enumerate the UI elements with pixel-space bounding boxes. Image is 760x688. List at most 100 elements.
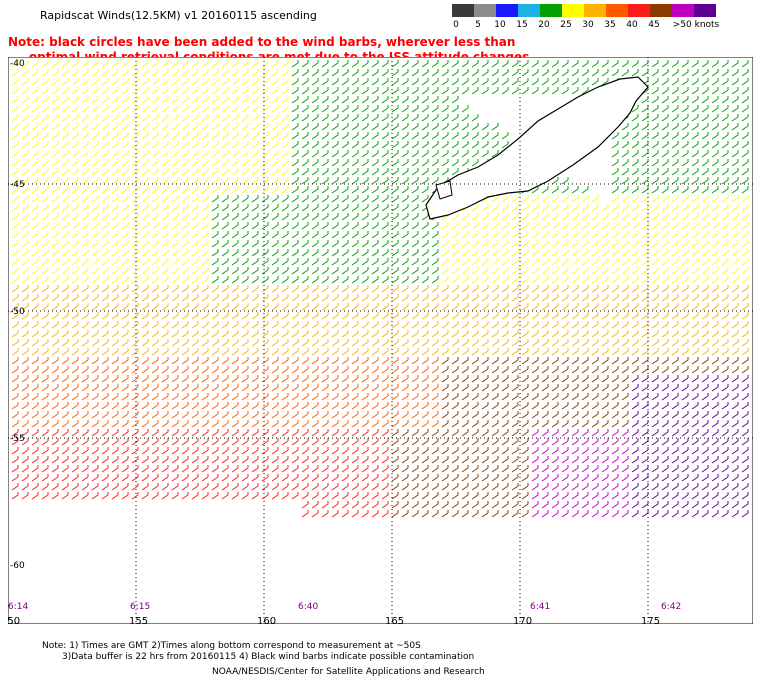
wind-barb	[261, 132, 269, 140]
colorbar-swatch	[650, 4, 672, 17]
wind-barb	[571, 348, 579, 356]
wind-barb	[321, 78, 329, 86]
wind-barb	[221, 393, 229, 401]
wind-barb	[151, 132, 159, 140]
wind-barb	[391, 231, 399, 239]
wind-barb	[721, 420, 729, 428]
wind-barb	[41, 375, 49, 383]
wind-barb	[481, 132, 489, 140]
wind-barb	[111, 402, 119, 410]
wind-barb	[331, 447, 339, 455]
wind-barb	[41, 429, 49, 437]
wind-barb	[421, 285, 429, 293]
wind-barb	[281, 402, 289, 410]
wind-barb	[211, 366, 219, 374]
wind-barb	[521, 222, 529, 230]
wind-barb	[491, 132, 499, 140]
wind-barb	[421, 132, 429, 140]
wind-barb	[301, 411, 309, 419]
wind-barb	[581, 240, 589, 248]
wind-barb	[161, 276, 169, 284]
colorbar-swatch	[496, 4, 518, 17]
wind-barb	[521, 285, 529, 293]
wind-barb	[711, 114, 719, 122]
wind-barb	[741, 447, 749, 455]
wind-barb	[121, 303, 129, 311]
wind-barb	[161, 195, 169, 203]
wind-barb	[31, 60, 39, 68]
wind-barb	[71, 474, 79, 482]
wind-barb	[731, 249, 739, 257]
wind-barb	[721, 411, 729, 419]
wind-barb	[511, 492, 519, 500]
wind-barb	[681, 303, 689, 311]
wind-barb	[321, 321, 329, 329]
wind-barb	[451, 339, 459, 347]
wind-barb	[531, 384, 539, 392]
wind-barb	[571, 474, 579, 482]
wind-barb	[341, 267, 349, 275]
wind-barb	[521, 375, 529, 383]
wind-barb	[301, 357, 309, 365]
wind-barb	[61, 357, 69, 365]
wind-barb	[241, 213, 249, 221]
wind-barb	[281, 87, 289, 95]
wind-barb	[51, 60, 59, 68]
wind-barb	[311, 204, 319, 212]
wind-barb	[121, 195, 129, 203]
wind-barb	[151, 87, 159, 95]
wind-barb	[451, 276, 459, 284]
wind-barb	[441, 339, 449, 347]
wind-barb	[541, 249, 549, 257]
wind-barb	[431, 276, 439, 284]
wind-barb	[101, 267, 109, 275]
wind-barb	[651, 465, 659, 473]
wind-barb	[301, 465, 309, 473]
wind-barb	[191, 204, 199, 212]
wind-barb	[51, 141, 59, 149]
latitude-label: -60	[10, 561, 25, 571]
wind-barb	[641, 294, 649, 302]
wind-barb	[31, 330, 39, 338]
wind-barb	[451, 492, 459, 500]
wind-barb	[111, 285, 119, 293]
wind-barb	[501, 69, 509, 77]
wind-barb	[461, 141, 469, 149]
wind-barb	[311, 267, 319, 275]
wind-barb	[481, 312, 489, 320]
wind-barb	[161, 285, 169, 293]
wind-barb	[661, 168, 669, 176]
wind-barb	[51, 447, 59, 455]
wind-barb	[361, 231, 369, 239]
wind-barb	[581, 69, 589, 77]
wind-barb	[351, 357, 359, 365]
wind-barb	[11, 78, 19, 86]
wind-barb	[551, 375, 559, 383]
wind-barb	[461, 132, 469, 140]
wind-barb	[291, 294, 299, 302]
wind-barb	[521, 456, 529, 464]
wind-barb	[611, 312, 619, 320]
wind-barb	[441, 357, 449, 365]
wind-barb	[121, 204, 129, 212]
wind-barb	[441, 132, 449, 140]
wind-barb	[121, 123, 129, 131]
wind-barb	[501, 195, 509, 203]
wind-barb	[71, 375, 79, 383]
wind-barb	[391, 357, 399, 365]
wind-barb	[291, 339, 299, 347]
wind-barb	[291, 240, 299, 248]
wind-barb	[571, 294, 579, 302]
wind-barb	[501, 258, 509, 266]
wind-barb	[631, 393, 639, 401]
wind-barb	[311, 150, 319, 158]
wind-barb	[131, 393, 139, 401]
wind-barb	[671, 492, 679, 500]
wind-barb	[601, 393, 609, 401]
wind-barb	[611, 267, 619, 275]
wind-barb	[491, 222, 499, 230]
wind-barb	[361, 114, 369, 122]
wind-barb	[181, 222, 189, 230]
wind-barb	[351, 141, 359, 149]
wind-barb	[361, 483, 369, 491]
